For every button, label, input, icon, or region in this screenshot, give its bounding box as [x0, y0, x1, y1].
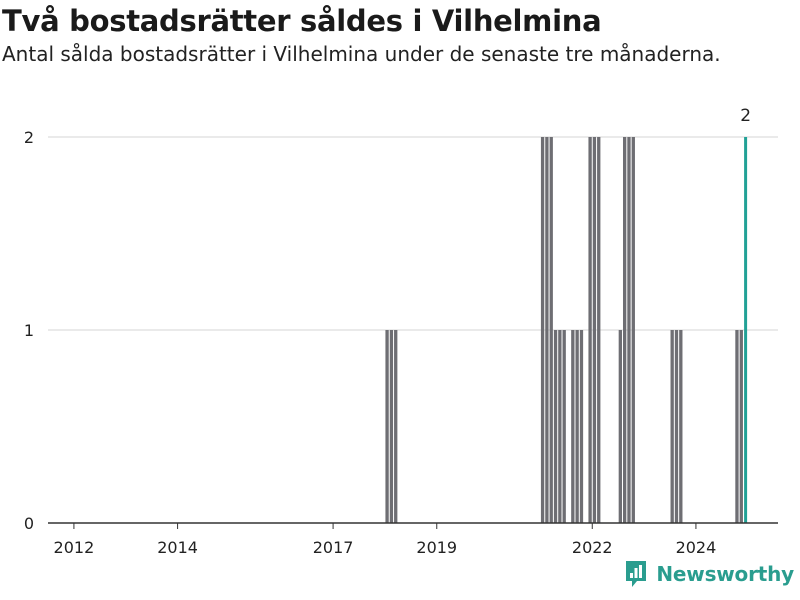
bar: [394, 330, 398, 523]
bar-highlight: [744, 137, 748, 523]
x-tick-label: 2014: [157, 538, 198, 557]
bar: [627, 137, 631, 523]
newsworthy-logo-icon: [626, 561, 647, 587]
bar: [735, 330, 739, 523]
bar: [592, 137, 597, 523]
x-tick-label: 2019: [416, 538, 457, 557]
bar: [670, 330, 674, 523]
x-tick-label: 2024: [676, 538, 717, 557]
newsworthy-brand: Newsworthy: [624, 560, 794, 588]
bar: [545, 137, 549, 523]
data-label: 2: [740, 106, 751, 126]
bar: [739, 330, 743, 523]
bar: [588, 137, 592, 523]
y-tick-label: 0: [24, 514, 34, 533]
x-tick-label: 2012: [54, 538, 95, 557]
bar: [558, 330, 562, 523]
brand-name: Newsworthy: [656, 562, 794, 586]
chart-subtitle: Antal sålda bostadsrätter i Vilhelmina u…: [2, 42, 721, 66]
x-tick-label: 2022: [572, 538, 613, 557]
bar: [597, 137, 601, 523]
bar: [579, 330, 584, 523]
bar: [389, 330, 394, 523]
bar: [571, 330, 575, 523]
bar: [540, 137, 545, 523]
x-tick-label: 2017: [313, 538, 354, 557]
bar: [575, 330, 579, 523]
bar: [631, 137, 635, 523]
bar: [622, 137, 627, 523]
bar: [385, 330, 389, 523]
bar: [562, 330, 566, 523]
chart-title: Två bostadsrätter såldes i Vilhelmina: [2, 4, 602, 38]
bar: [553, 330, 558, 523]
bar: [549, 137, 553, 523]
y-tick-label: 2: [24, 128, 34, 147]
y-tick-label: 1: [24, 321, 34, 340]
bar: [679, 330, 683, 523]
bar: [618, 330, 622, 523]
bar: [674, 330, 679, 523]
